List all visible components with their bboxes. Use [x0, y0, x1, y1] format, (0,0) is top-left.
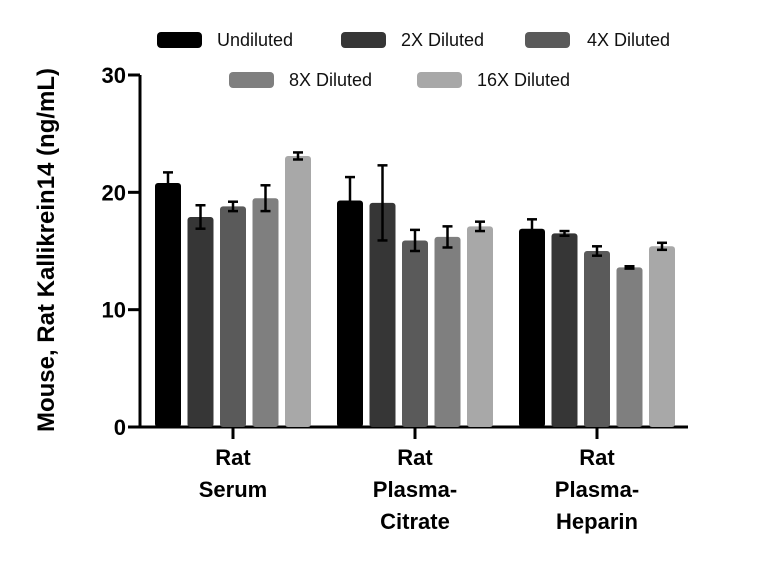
bar [434, 236, 461, 427]
bar [402, 240, 428, 427]
legend-swatch [341, 32, 386, 48]
x-tick-label-line: Plasma- [555, 477, 639, 502]
bar [519, 228, 545, 427]
x-tick-label-line: Rat [579, 445, 615, 470]
x-tick-label-line: Heparin [556, 509, 638, 534]
bar [337, 200, 363, 427]
bar [187, 216, 214, 427]
bar [285, 155, 311, 427]
bar [155, 182, 181, 427]
legend-swatch [417, 72, 462, 88]
legend-label: Undiluted [217, 30, 293, 50]
bar [584, 251, 610, 427]
y-tick-label: 30 [102, 63, 126, 88]
bar [220, 206, 246, 427]
x-tick-label-line: Citrate [380, 509, 450, 534]
y-tick-label: 20 [102, 180, 126, 205]
legend-swatch [157, 32, 202, 48]
x-tick-label: Rat Serum [199, 445, 267, 502]
bar [369, 202, 396, 427]
legend-label: 8X Diluted [289, 70, 372, 90]
x-tick-label: Rat Plasma- Citrate [373, 445, 457, 534]
bar [616, 267, 643, 427]
legend-swatch [229, 72, 274, 88]
x-tick-label-line: Serum [199, 477, 267, 502]
x-tick-label-line: Plasma- [373, 477, 457, 502]
legend-label: 2X Diluted [401, 30, 484, 50]
legend-label: 16X Diluted [477, 70, 570, 90]
y-tick-label: 10 [102, 298, 126, 323]
legend: Undiluted 2X Diluted 4X Diluted 8X Diluted 1… [157, 30, 670, 90]
bar [467, 226, 493, 427]
legend-label: 4X Diluted [587, 30, 670, 50]
y-axis-label: Mouse, Rat Kallikrein14 (ng/mL) [33, 68, 60, 432]
bar [551, 233, 578, 427]
plot-area: 0 10 20 30 Rat Serum Rat Plasma- Citrate Rat Plasm… [102, 63, 688, 534]
x-tick-label-line: Rat [397, 445, 433, 470]
bar [252, 198, 279, 427]
bar [649, 246, 675, 427]
x-tick-label-line: Rat [215, 445, 251, 470]
y-tick-label: 0 [114, 415, 126, 440]
x-tick-label: Rat Plasma- Heparin [555, 445, 639, 534]
legend-swatch [525, 32, 570, 48]
